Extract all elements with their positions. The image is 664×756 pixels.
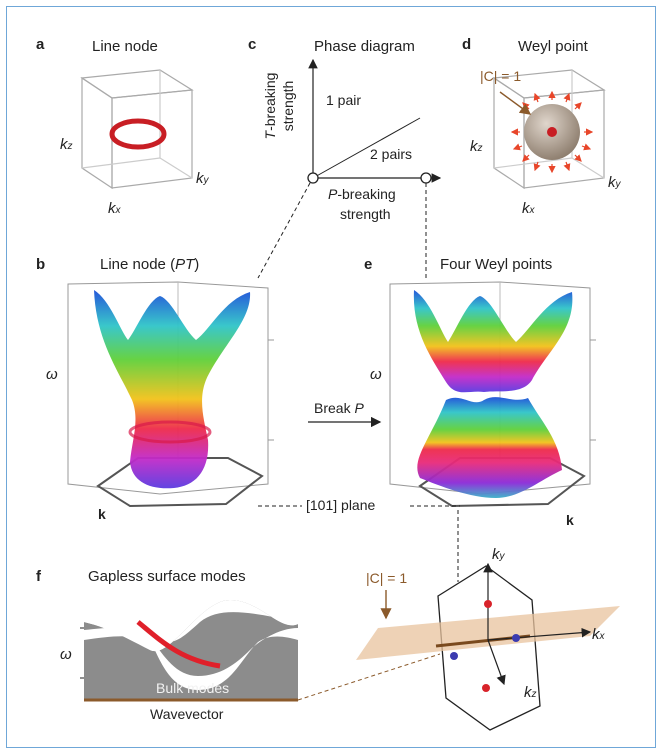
line-node-b: [128, 420, 212, 444]
weyl-point-blue-2: [512, 634, 520, 642]
panel-label-d: d: [462, 36, 472, 53]
bz-chern-label: |C| = 1: [366, 570, 408, 586]
charge-pointer-d: [499, 91, 532, 115]
panel-f-title: Gapless surface modes: [88, 568, 246, 585]
panel-c-title: Phase diagram: [314, 38, 415, 55]
wavevector-label: Wavevector: [150, 706, 224, 722]
bz-kx-label: kx: [592, 626, 605, 643]
phase-diagram: [307, 58, 442, 184]
panel-a-kz-label: kz: [60, 136, 73, 153]
panel-b-k-label: k: [98, 506, 106, 522]
panel-e-k-label: k: [566, 512, 574, 528]
dashed-link-b: [257, 182, 311, 279]
panel-label-c: c: [248, 36, 257, 53]
panel-d-chern-label: |C| = 1: [480, 68, 522, 84]
panel-label-b: b: [36, 256, 46, 273]
band-upper-e: [413, 290, 573, 393]
panel-f-omega-label: ω: [60, 646, 72, 663]
phase-region-2-pairs: 2 pairs: [370, 146, 413, 162]
bulk-modes-label: Bulk modes: [156, 680, 230, 696]
phase-weyl-node: [420, 172, 432, 184]
gapless-surface-mode: [136, 620, 221, 669]
surface-mode-plot: [80, 588, 298, 702]
panel-label-a: a: [36, 36, 45, 53]
phase-xaxis-label-1: P-breaking: [328, 186, 396, 202]
plane-label: [101] plane: [306, 497, 376, 513]
phase-yaxis-label-2: strength: [280, 80, 296, 132]
weyl-point-blue-1: [450, 652, 458, 660]
dashed-f-link: [297, 653, 441, 701]
panel-label-e: e: [364, 256, 373, 273]
panel-d-title: Weyl point: [518, 38, 588, 55]
band-lower-e: [417, 397, 562, 498]
panel-b-title: Line node (PT): [100, 256, 200, 273]
panel-b-omega-label: ω: [46, 366, 58, 383]
break-p-label: Break P: [314, 400, 364, 416]
figure-frame: [6, 6, 656, 748]
panel-a-kx-label: kx: [108, 200, 121, 217]
weyl-point: [547, 127, 557, 137]
panel-e-title: Four Weyl points: [440, 256, 553, 273]
panel-d-kz-label: kz: [470, 138, 483, 155]
panel-d-kx-label: kx: [522, 200, 535, 217]
band-surface-b: [94, 290, 251, 489]
panel-d-ky-label: ky: [608, 174, 621, 191]
line-node-ring: [109, 118, 167, 150]
panel-a-cube: [80, 69, 194, 190]
panel-a-ky-label: ky: [196, 170, 209, 187]
panel-label-f: f: [36, 568, 41, 585]
panel-a-title: Line node: [92, 38, 158, 55]
phase-origin-node: [307, 172, 319, 184]
panel-e-omega-label: ω: [370, 366, 382, 383]
phase-region-1-pair: 1 pair: [326, 92, 362, 108]
weyl-point-red-2: [482, 684, 490, 692]
bz-ky-label: ky: [492, 546, 505, 563]
phase-yaxis-label-1: T-breaking: [262, 72, 278, 140]
weyl-point-red-1: [484, 600, 492, 608]
phase-xaxis-label-2: strength: [340, 206, 391, 222]
berry-flux-arrows: [510, 90, 594, 174]
bz-kz-label: kz: [524, 684, 537, 701]
